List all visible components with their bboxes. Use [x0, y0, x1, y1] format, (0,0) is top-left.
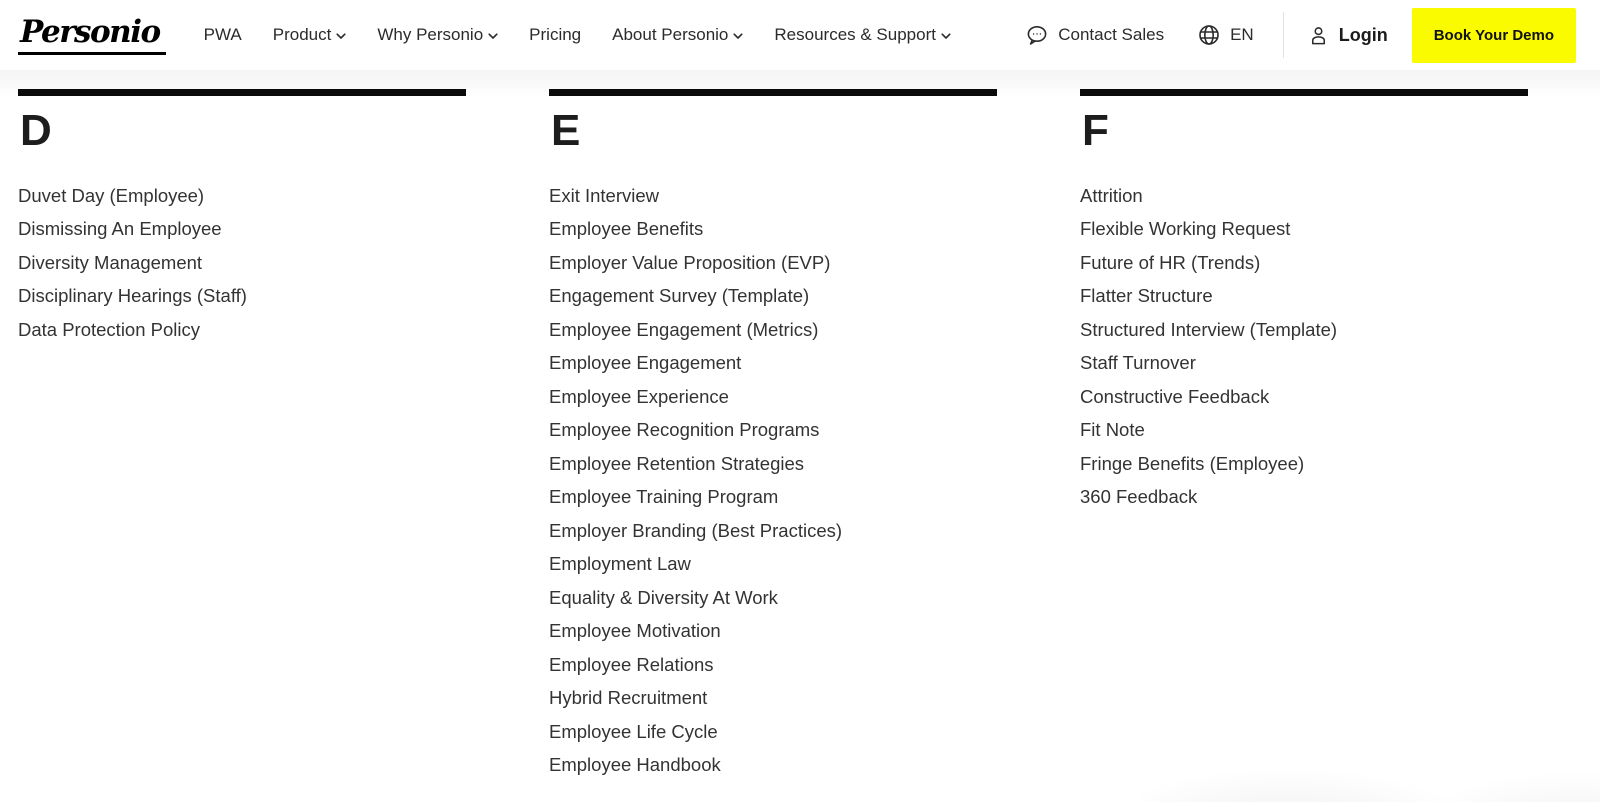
glossary-link[interactable]: Employee Engagement — [549, 352, 742, 374]
glossary-link[interactable]: Employer Branding (Best Practices) — [549, 519, 843, 541]
glossary-link[interactable]: Flexible Working Request — [1080, 218, 1291, 240]
glossary-link[interactable]: Employee Motivation — [549, 620, 721, 642]
glossary-link[interactable]: Employee Engagement (Metrics) — [549, 318, 819, 340]
glossary-link[interactable]: Employer Value Proposition (EVP) — [549, 251, 831, 273]
glossary-link[interactable]: Data Protection Policy — [18, 318, 201, 340]
nav-divider — [1282, 12, 1284, 58]
section-letter: F — [1082, 106, 1109, 155]
glossary-link[interactable]: Employee Experience — [549, 385, 729, 407]
language-label: EN — [1230, 25, 1254, 44]
nav-item-label: Pricing — [529, 25, 582, 44]
nav-item-resources-support[interactable]: Resources & Support — [774, 25, 951, 45]
section-letter: E — [551, 106, 581, 155]
contact-sales-link[interactable]: Contact Sales — [1025, 23, 1164, 47]
chat-bubble-icon — [1025, 23, 1049, 47]
section-letter: D — [20, 106, 52, 155]
section-divider-bar — [549, 89, 997, 96]
term-list: Duvet Day (Employee) Dismissing An Employ… — [18, 179, 466, 347]
term-list: Exit Interview Employee Benefits Employer … — [549, 179, 997, 782]
book-demo-button[interactable]: Book Your Demo — [1411, 7, 1576, 63]
glossary-link[interactable]: Employee Relations — [549, 653, 714, 675]
glossary-index: D Duvet Day (Employee) Dismissing An Empl… — [0, 70, 1600, 782]
nav-item-label: Resources & Support — [774, 25, 936, 44]
glossary-link[interactable]: Staff Turnover — [1080, 352, 1196, 374]
chevron-down-icon — [733, 33, 743, 40]
nav-item-pricing[interactable]: Pricing — [529, 25, 581, 45]
nav-item-label: Why Personio — [377, 25, 484, 44]
glossary-link[interactable]: Dismissing An Employee — [18, 218, 222, 240]
glossary-link[interactable]: Employee Life Cycle — [549, 720, 718, 742]
chevron-down-icon — [488, 33, 498, 40]
section-divider-bar — [1080, 89, 1528, 96]
glossary-link[interactable]: Fringe Benefits (Employee) — [1080, 452, 1305, 474]
glossary-link[interactable]: Disciplinary Hearings (Staff) — [18, 285, 247, 307]
globe-icon — [1197, 23, 1221, 47]
primary-nav: PWA Product Why Personio Pricing About P… — [204, 25, 951, 45]
login-label: Login — [1338, 24, 1388, 45]
contact-sales-label: Contact Sales — [1058, 25, 1165, 44]
glossary-link[interactable]: Exit Interview — [549, 184, 660, 206]
glossary-link[interactable]: Employee Benefits — [549, 218, 704, 240]
glossary-section-d: D Duvet Day (Employee) Dismissing An Empl… — [18, 89, 466, 347]
glossary-link[interactable]: Diversity Management — [18, 251, 203, 273]
glossary-link[interactable]: Attrition — [1080, 184, 1143, 206]
nav-item-product[interactable]: Product — [273, 25, 347, 45]
nav-item-label: PWA — [203, 25, 242, 44]
glossary-link[interactable]: Future of HR (Trends) — [1080, 251, 1261, 273]
nav-item-label: About Personio — [612, 25, 729, 44]
glossary-section-e: E Exit Interview Employee Benefits Employe… — [549, 89, 997, 782]
glossary-link[interactable]: Equality & Diversity At Work — [549, 586, 778, 608]
nav-right-group: Contact Sales EN Login Book You — [1025, 7, 1576, 63]
glossary-link[interactable]: Engagement Survey (Template) — [549, 285, 810, 307]
glossary-section-f: F Attrition Flexible Working Request Futur… — [1080, 89, 1528, 514]
glossary-link[interactable]: Fit Note — [1080, 419, 1145, 441]
glossary-link[interactable]: Duvet Day (Employee) — [18, 184, 205, 206]
personio-logo[interactable]: Personio — [18, 15, 166, 56]
login-link[interactable]: Login — [1307, 24, 1388, 47]
glossary-link[interactable]: Hybrid Recruitment — [549, 687, 708, 709]
user-icon — [1307, 24, 1330, 47]
language-switcher[interactable]: EN — [1197, 23, 1254, 47]
glossary-link[interactable]: Flatter Structure — [1080, 285, 1213, 307]
chevron-down-icon — [336, 33, 346, 40]
nav-item-about-personio[interactable]: About Personio — [612, 25, 743, 45]
chevron-down-icon — [941, 33, 951, 40]
glossary-link[interactable]: Employee Handbook — [549, 754, 721, 776]
glossary-link[interactable]: Employee Training Program — [549, 486, 779, 508]
glossary-link[interactable]: Employment Law — [549, 553, 691, 575]
glossary-link[interactable]: Employee Retention Strategies — [549, 452, 805, 474]
top-navigation: Personio PWA Product Why Personio Pricin… — [0, 0, 1600, 70]
section-divider-bar — [18, 89, 466, 96]
nav-item-why-personio[interactable]: Why Personio — [377, 25, 498, 45]
glossary-link[interactable]: Employee Recognition Programs — [549, 419, 820, 441]
nav-item-label: Product — [272, 25, 332, 44]
glossary-link[interactable]: 360 Feedback — [1080, 486, 1198, 508]
glossary-link[interactable]: Structured Interview (Template) — [1080, 318, 1338, 340]
glossary-link[interactable]: Constructive Feedback — [1080, 385, 1270, 407]
term-list: Attrition Flexible Working Request Future … — [1080, 179, 1528, 514]
nav-item-pwa[interactable]: PWA — [204, 25, 242, 45]
